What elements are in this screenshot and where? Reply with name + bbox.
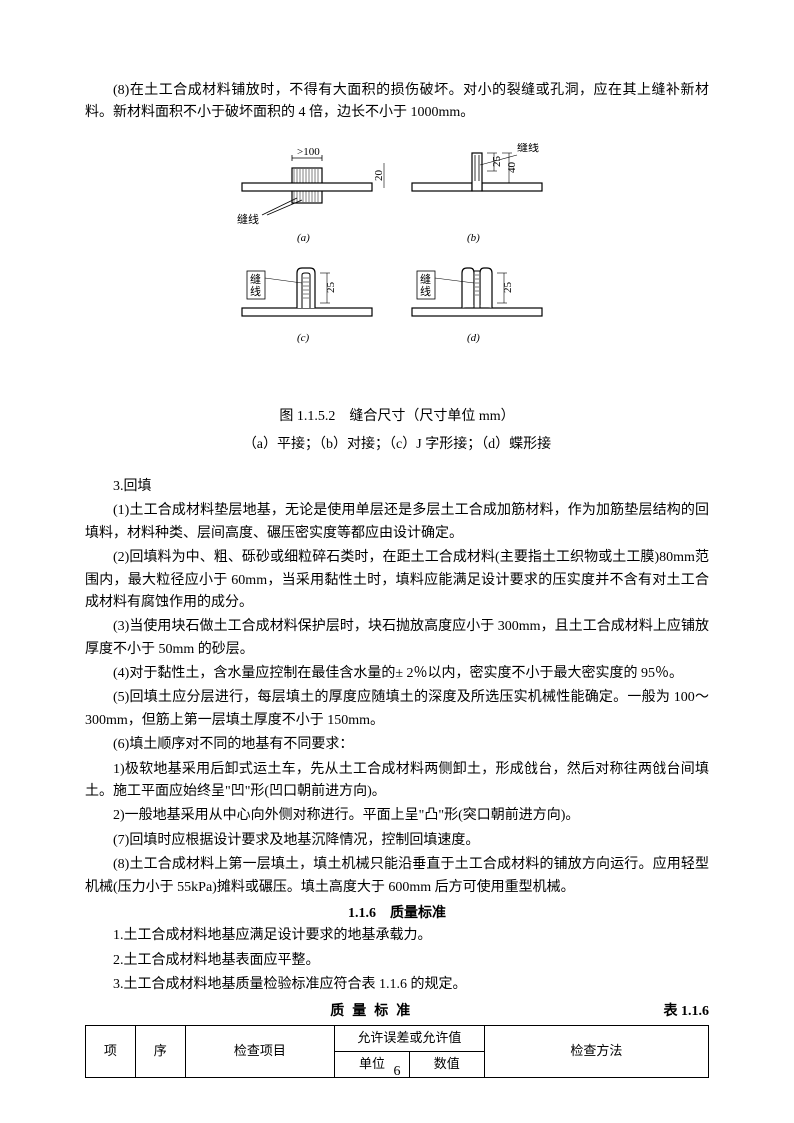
section116-p3: 3.土工合成材料地基质量检验标准应符合表 1.1.6 的规定。	[85, 974, 709, 996]
section3-p7: (7)回填时应根据设计要求及地基沉降情况，控制回填速度。	[85, 830, 709, 852]
section3-p6: (6)填土顺序对不同的地基有不同要求：	[85, 734, 709, 756]
section-116-header: 1.1.6 质量标准	[85, 903, 709, 925]
section3-p5: (5)回填土应分层进行，每层填土的厚度应随填土的深度及所选压实机械性能确定。一般…	[85, 687, 709, 732]
dim-20-label: 20	[373, 169, 385, 181]
dim-25-label-d: 25	[502, 281, 514, 293]
figure-caption: 图 1.1.5.2 缝合尺寸（尺寸单位 mm）	[85, 406, 709, 428]
dim-40-label: 40	[506, 161, 518, 173]
seam-label-d2: 线	[420, 284, 431, 298]
section3-p4: (4)对于黏性土，含水量应控制在最佳含水量的± 2％以内，密实度不小于最大密实度…	[85, 663, 709, 685]
figure-label-c: (c)	[297, 332, 310, 344]
figure-subcaption: （a）平接；（b）对接；（c）J 字形接；（d）蝶形接	[85, 434, 709, 456]
intro-paragraph-8: (8)在土工合成材料铺放时，不得有大面积的损伤破坏。对小的裂缝或孔洞，应在其上缝…	[85, 80, 709, 125]
dim-25-label-c: 25	[325, 281, 337, 293]
seam-label-a: 缝线	[237, 212, 259, 226]
seam-label-c2: 线	[250, 284, 261, 298]
section116-p1: 1.土工合成材料地基应满足设计要求的地基承载力。	[85, 925, 709, 947]
section3-title: 3.回填	[85, 476, 709, 498]
section3-p8: (8)土工合成材料上第一层填土，填土机械只能沿垂直于土工合成材料的铺放方向运行。…	[85, 854, 709, 899]
section3-p6-2: 2)一般地基采用从中心向外侧对称进行。平面上呈"凸"形(突口朝前进方向)。	[85, 805, 709, 827]
quality-title: 质量标准	[85, 1001, 664, 1023]
section3-p2: (2)回填料为中、粗、砾砂或细粒碎石类时，在距土工合成材料(主要指土工织物或土工…	[85, 547, 709, 614]
figure-container: >100 缝线 (a) 25	[85, 143, 709, 376]
seam-label-b: 缝线	[517, 143, 539, 154]
table-header-row-1: 项 序 检查项目 允许误差或允许值 检查方法	[86, 1025, 709, 1051]
section116-p2: 2.土工合成材料地基表面应平整。	[85, 950, 709, 972]
quality-table-label: 表 1.1.6	[664, 1001, 710, 1023]
section3-p1: (1)土工合成材料垫层地基，无论是使用单层还是多层土工合成加筋材料，作为加筋垫层…	[85, 500, 709, 545]
quality-title-row: 质量标准 表 1.1.6	[85, 1001, 709, 1023]
seam-label-d1: 缝	[420, 272, 431, 286]
figure-label-b: (b)	[467, 232, 480, 244]
seam-label-c1: 缝	[250, 272, 261, 286]
dim-100-label: >100	[297, 146, 320, 158]
section3-p3: (3)当使用块石做土工合成材料保护层时，块石抛放高度应小于 300mm，且土工合…	[85, 616, 709, 661]
figure-label-d: (d)	[467, 332, 480, 344]
page-number: 6	[0, 1061, 794, 1083]
section3-p6-1: 1)极软地基采用后卸式运土车，先从土工合成材料两侧卸土，形成戗台，然后对称往两戗…	[85, 759, 709, 804]
figure-label-a: (a)	[297, 232, 310, 244]
th-col4: 允许误差或允许值	[335, 1025, 485, 1051]
figure-diagram: >100 缝线 (a) 25	[222, 143, 572, 368]
